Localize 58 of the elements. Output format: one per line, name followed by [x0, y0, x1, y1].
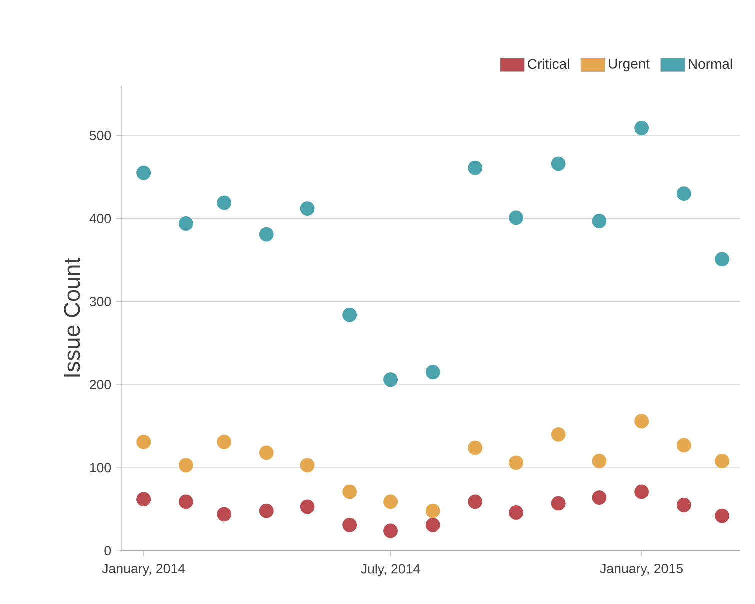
point	[715, 252, 730, 267]
y-tick-label: 500	[90, 130, 112, 140]
point	[300, 500, 315, 514]
point	[551, 496, 566, 511]
point	[300, 458, 315, 473]
point	[468, 440, 483, 456]
point	[634, 484, 649, 500]
point	[178, 216, 194, 231]
legend-label: Normal	[689, 58, 732, 70]
point	[342, 308, 358, 322]
legend-label: Urgent	[609, 59, 650, 72]
point	[676, 438, 692, 453]
point	[384, 372, 398, 388]
point	[136, 492, 152, 507]
point	[509, 456, 524, 470]
point	[592, 214, 607, 228]
point	[426, 518, 440, 532]
point	[509, 506, 524, 520]
point	[715, 508, 730, 524]
y-tick-label: 300	[90, 297, 112, 307]
y-tick-label: 0	[104, 546, 112, 556]
point	[217, 507, 232, 522]
point	[551, 427, 566, 442]
point	[300, 202, 315, 216]
y-tick-label: 200	[90, 380, 112, 390]
point	[136, 166, 152, 180]
point	[634, 121, 649, 136]
point	[426, 365, 440, 380]
point	[217, 196, 232, 210]
y-tick-label: 100	[90, 463, 112, 473]
point	[178, 458, 194, 473]
point	[342, 518, 358, 532]
point	[384, 524, 398, 538]
point	[178, 494, 194, 510]
point	[136, 434, 152, 450]
legend-label: Critical	[528, 58, 570, 70]
y-tick-label: 400	[90, 214, 112, 224]
point	[634, 414, 649, 429]
x-tick-label: January, 2014	[102, 564, 186, 576]
point	[426, 504, 440, 518]
point	[676, 498, 692, 512]
point	[715, 454, 730, 468]
point	[259, 227, 274, 242]
point	[676, 186, 692, 202]
point	[592, 454, 607, 468]
point	[217, 434, 232, 450]
point	[551, 156, 566, 172]
point	[509, 210, 524, 226]
point	[259, 446, 274, 460]
point	[342, 484, 358, 500]
point	[259, 504, 274, 518]
point	[468, 494, 483, 510]
point	[592, 490, 607, 505]
point	[384, 494, 398, 510]
x-tick-label: July, 2014	[361, 564, 420, 576]
point	[468, 160, 483, 176]
x-tick-label: January, 2015	[600, 564, 683, 576]
y-axis-title: Issue Count	[64, 258, 80, 377]
